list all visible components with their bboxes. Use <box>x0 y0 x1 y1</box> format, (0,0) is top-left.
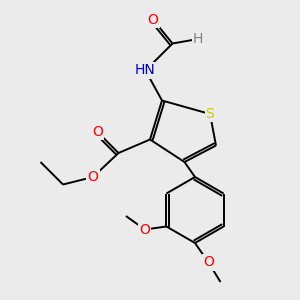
Text: O: O <box>148 13 158 26</box>
Text: O: O <box>203 256 214 269</box>
Text: H: H <box>193 32 203 46</box>
Text: HN: HN <box>135 64 156 77</box>
Text: O: O <box>92 125 103 139</box>
Text: O: O <box>140 223 150 236</box>
Text: S: S <box>206 107 214 121</box>
Text: O: O <box>88 170 98 184</box>
